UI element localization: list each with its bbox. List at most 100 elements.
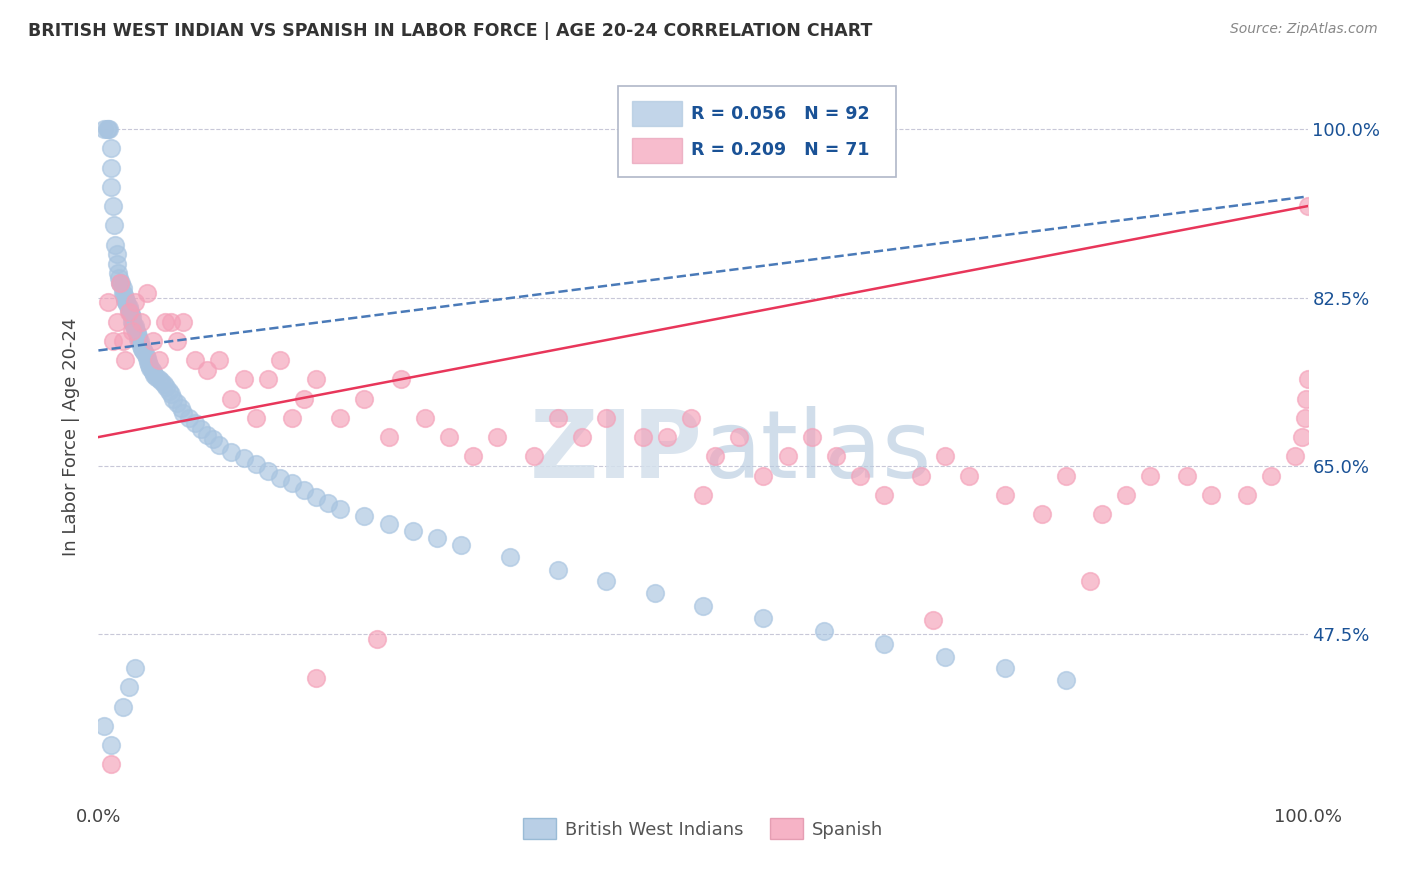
Point	[450, 538, 472, 552]
Point	[136, 355, 159, 369]
Point	[125, 324, 148, 338]
Point	[108, 276, 131, 290]
Point	[115, 295, 138, 310]
Point	[486, 430, 509, 444]
Point	[118, 305, 141, 319]
Legend: British West Indians, Spanish: British West Indians, Spanish	[516, 811, 890, 847]
Point	[366, 632, 388, 647]
Point	[169, 401, 191, 416]
Point	[202, 432, 225, 446]
Point	[103, 219, 125, 233]
Point	[121, 324, 143, 338]
Point	[547, 563, 569, 577]
Point	[184, 416, 207, 430]
Point	[118, 305, 141, 319]
Point	[1054, 673, 1077, 687]
Point	[155, 380, 177, 394]
Point	[131, 342, 153, 356]
Point	[849, 468, 872, 483]
Point	[104, 237, 127, 252]
Point	[221, 444, 243, 458]
Point	[118, 300, 141, 314]
Point	[305, 372, 328, 386]
Point	[152, 377, 174, 392]
Point	[111, 699, 134, 714]
Point	[595, 410, 617, 425]
Point	[523, 450, 546, 464]
Point	[1031, 507, 1053, 521]
Point	[957, 468, 980, 483]
Point	[437, 430, 460, 444]
Y-axis label: In Labor Force | Age 20-24: In Labor Force | Age 20-24	[62, 318, 80, 557]
Point	[329, 502, 352, 516]
Point	[679, 410, 702, 425]
Point	[1091, 507, 1114, 521]
Point	[1115, 488, 1137, 502]
Point	[316, 495, 339, 509]
Point	[100, 141, 122, 155]
Point	[994, 661, 1017, 675]
Point	[110, 276, 132, 290]
Point	[232, 372, 254, 386]
Point	[1236, 488, 1258, 502]
Point	[111, 334, 134, 348]
Point	[934, 649, 956, 664]
Point	[166, 334, 188, 348]
Point	[121, 310, 143, 324]
Point	[127, 329, 149, 343]
Point	[97, 122, 120, 136]
Point	[111, 281, 134, 295]
Point	[269, 353, 291, 368]
Point	[112, 287, 135, 301]
Point	[172, 315, 194, 329]
Point	[655, 430, 678, 444]
Point	[105, 315, 128, 329]
Point	[547, 410, 569, 425]
Point	[142, 334, 165, 348]
Point	[96, 122, 118, 136]
Point	[138, 358, 160, 372]
Point	[1296, 199, 1319, 213]
Text: ZIP: ZIP	[530, 406, 703, 498]
Text: R = 0.056   N = 92: R = 0.056 N = 92	[690, 104, 869, 123]
Point	[292, 392, 315, 406]
Point	[208, 353, 231, 368]
Point	[124, 319, 146, 334]
Point	[160, 315, 183, 329]
Point	[208, 438, 231, 452]
Point	[195, 428, 218, 442]
Point	[148, 353, 170, 368]
Text: BRITISH WEST INDIAN VS SPANISH IN LABOR FORCE | AGE 20-24 CORRELATION CHART: BRITISH WEST INDIAN VS SPANISH IN LABOR …	[28, 22, 873, 40]
Point	[389, 372, 412, 386]
Point	[166, 396, 188, 410]
Point	[142, 365, 165, 379]
Point	[141, 362, 163, 376]
Point	[121, 315, 143, 329]
Point	[305, 671, 328, 685]
Point	[692, 488, 714, 502]
Point	[150, 374, 173, 388]
Point	[114, 353, 136, 368]
Point	[100, 757, 122, 772]
Text: Source: ZipAtlas.com: Source: ZipAtlas.com	[1230, 22, 1378, 37]
Point	[124, 322, 146, 336]
Point	[1199, 488, 1222, 502]
Point	[245, 457, 267, 471]
Point	[752, 468, 775, 483]
Point	[118, 303, 141, 318]
Point	[1291, 430, 1313, 444]
Point	[269, 470, 291, 484]
Point	[97, 295, 120, 310]
Point	[172, 406, 194, 420]
Point	[426, 531, 449, 545]
Point	[135, 351, 157, 366]
Point	[221, 392, 243, 406]
Point	[127, 326, 149, 340]
FancyBboxPatch shape	[631, 138, 682, 163]
Point	[281, 410, 304, 425]
Text: atlas: atlas	[703, 406, 931, 498]
Point	[873, 637, 896, 651]
Point	[692, 599, 714, 613]
Point	[377, 516, 399, 531]
Point	[108, 271, 131, 285]
